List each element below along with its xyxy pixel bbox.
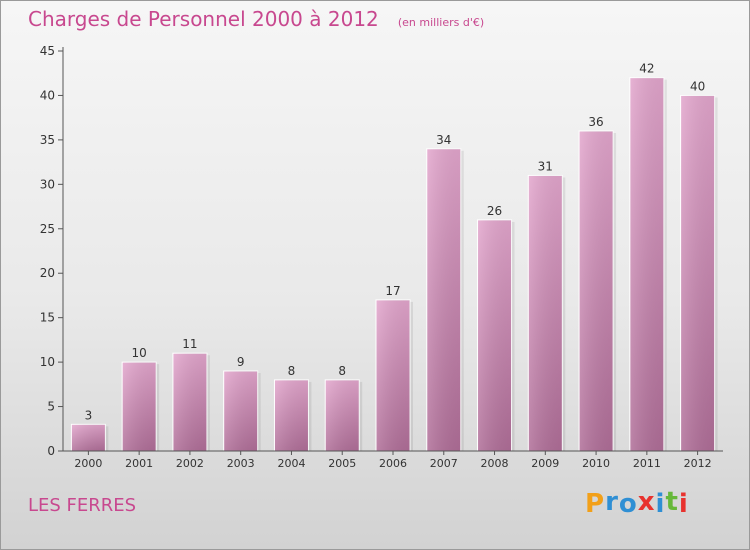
bars: 3 10 11 9 8 8 17 34 26 31 36 42 40 (70, 62, 718, 452)
proxiti-logo: Proxiti (585, 487, 689, 519)
y-tick-label: 30 (40, 177, 55, 191)
y-tick-label: 5 (47, 400, 55, 414)
data-label: 40 (690, 79, 705, 93)
x-tick-label: 2008 (481, 457, 509, 470)
x-tick-label: 2006 (379, 457, 407, 470)
x-tick-label: 2004 (277, 457, 305, 470)
y-axis: 0 5 10 15 20 25 30 35 40 45 (40, 44, 64, 458)
y-tick-label: 25 (40, 222, 55, 236)
y-tick-label: 35 (40, 133, 55, 147)
logo-letter: P (585, 489, 606, 519)
logo-letter: t (665, 487, 679, 517)
bar-highlight (172, 353, 207, 451)
bar-highlight (274, 379, 309, 451)
x-tick-label: 2002 (176, 457, 204, 470)
y-tick-label: 40 (40, 88, 55, 102)
x-axis: 2000 2001 2002 2003 2004 2005 2006 2007 2008 2009… (63, 450, 723, 470)
data-label: 42 (639, 62, 654, 76)
x-tick-label: 2011 (633, 457, 661, 470)
data-label: 26 (487, 204, 502, 218)
bar-highlight (579, 131, 614, 451)
x-tick-label: 2007 (430, 457, 458, 470)
y-tick-label: 20 (40, 266, 55, 280)
x-tick-label: 2012 (684, 457, 712, 470)
data-label: 36 (588, 115, 603, 129)
data-label: 11 (182, 337, 197, 351)
chart-subtitle: (en milliers d'€) (397, 16, 485, 29)
bar-highlight (477, 219, 512, 451)
data-label: 9 (237, 355, 245, 369)
chart-title: Charges de Personnel 2000 à 2012 (28, 7, 379, 31)
x-tick-label: 2005 (328, 457, 356, 470)
x-tick-label: 2009 (531, 457, 559, 470)
data-label: 31 (538, 159, 553, 173)
x-tick-label: 2010 (582, 457, 610, 470)
logo-letter: x (637, 487, 656, 517)
y-tick-label: 15 (40, 311, 55, 325)
x-tick-label: 2000 (74, 457, 102, 470)
data-label: 17 (385, 284, 400, 298)
bar-highlight (122, 362, 157, 451)
bar-highlight (680, 95, 715, 451)
y-tick-label: 45 (40, 44, 55, 58)
bar-highlight (376, 299, 410, 451)
logo-letter: i (678, 489, 689, 519)
bar-highlight (71, 424, 106, 451)
bar-highlight (223, 371, 258, 451)
bar-highlight (528, 175, 563, 451)
logo-letter: o (618, 489, 638, 519)
y-tick-label: 0 (47, 444, 55, 458)
bar-highlight (629, 77, 664, 452)
y-tick-label: 10 (40, 355, 55, 369)
x-tick-label: 2003 (227, 457, 255, 470)
data-label: 8 (288, 364, 296, 378)
logo-letter: i (655, 489, 666, 519)
x-tick-label: 2001 (125, 457, 153, 470)
bar-highlight (325, 379, 360, 451)
data-label: 8 (338, 364, 346, 378)
logo-letter: r (605, 487, 619, 517)
title-block: Charges de Personnel 2000 à 2012 (en mil… (28, 7, 484, 31)
data-label: 3 (85, 408, 93, 422)
data-label: 10 (132, 346, 147, 360)
bar-highlight (426, 148, 461, 451)
data-label: 34 (436, 133, 451, 147)
commune-name: LES FERRES (28, 495, 137, 516)
